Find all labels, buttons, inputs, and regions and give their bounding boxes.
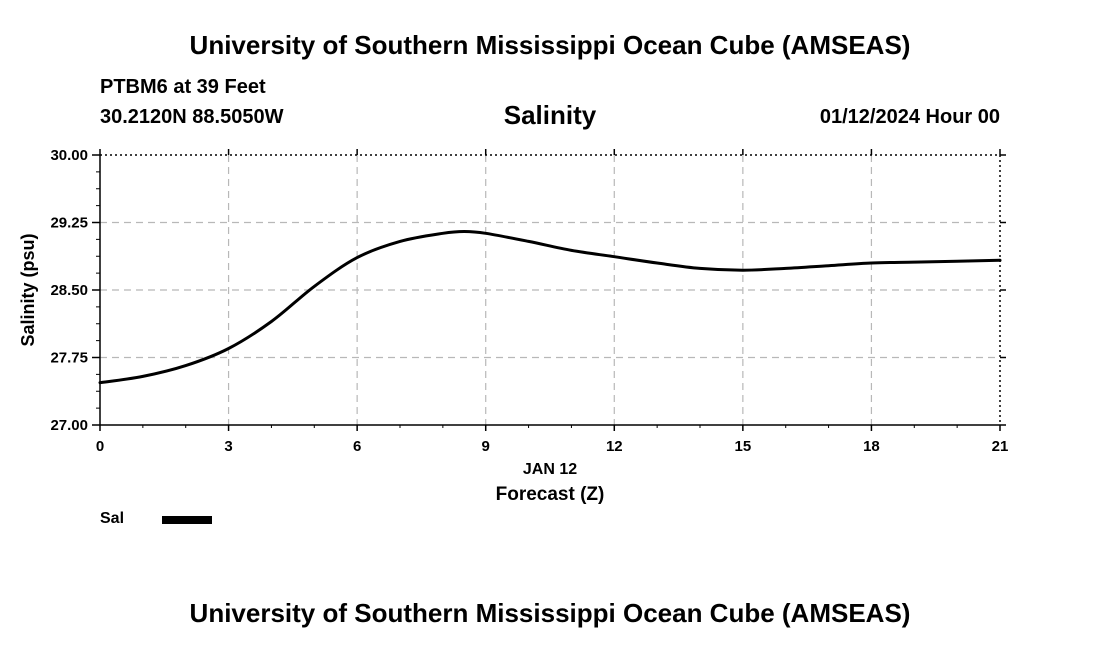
x-tick-label: 6	[353, 438, 361, 455]
legend-swatch	[162, 516, 212, 524]
legend-label: Sal	[100, 510, 125, 527]
axis-labels: Salinity (psu) JAN 12 Forecast (Z)	[18, 233, 604, 505]
chart-super-title: University of Southern Mississippi Ocean…	[189, 30, 911, 60]
x-tick-label: 18	[863, 438, 880, 455]
x-tick-label: 12	[606, 438, 623, 455]
x-tick-label: 3	[224, 438, 232, 455]
series-layer	[98, 230, 1002, 385]
x-tick-label: 9	[482, 438, 490, 455]
coordinates-label: 30.2120N 88.5050W	[100, 106, 284, 128]
y-tick-label: 27.00	[50, 417, 88, 434]
x-axis-label: Forecast (Z)	[496, 484, 605, 505]
x-tick-label: 21	[992, 438, 1009, 455]
station-label: PTBM6 at 39 Feet	[100, 76, 266, 98]
axes-layer: 0 3 6 9 12 15 18 21 27.00 27.75 28.50 29.25 30.00	[50, 147, 1008, 455]
y-axis-label: Salinity (psu)	[18, 233, 38, 346]
x-tick-label: 0	[96, 438, 104, 455]
series-line-sal	[98, 230, 1002, 385]
grid-layer	[100, 155, 1000, 425]
y-tick-label: 27.75	[50, 350, 88, 367]
chart-title: Salinity	[503, 100, 597, 130]
y-tick-label: 29.25	[50, 215, 88, 232]
y-tick-label: 30.00	[50, 147, 88, 164]
y-tick-label: 28.50	[50, 282, 88, 299]
forecast-datetime: 01/12/2024 Hour 00	[819, 106, 1000, 128]
chart-footer-title: University of Southern Mississippi Ocean…	[189, 598, 911, 628]
x-tick-label: 15	[735, 438, 752, 455]
x-axis-date-label: JAN 12	[523, 461, 577, 478]
